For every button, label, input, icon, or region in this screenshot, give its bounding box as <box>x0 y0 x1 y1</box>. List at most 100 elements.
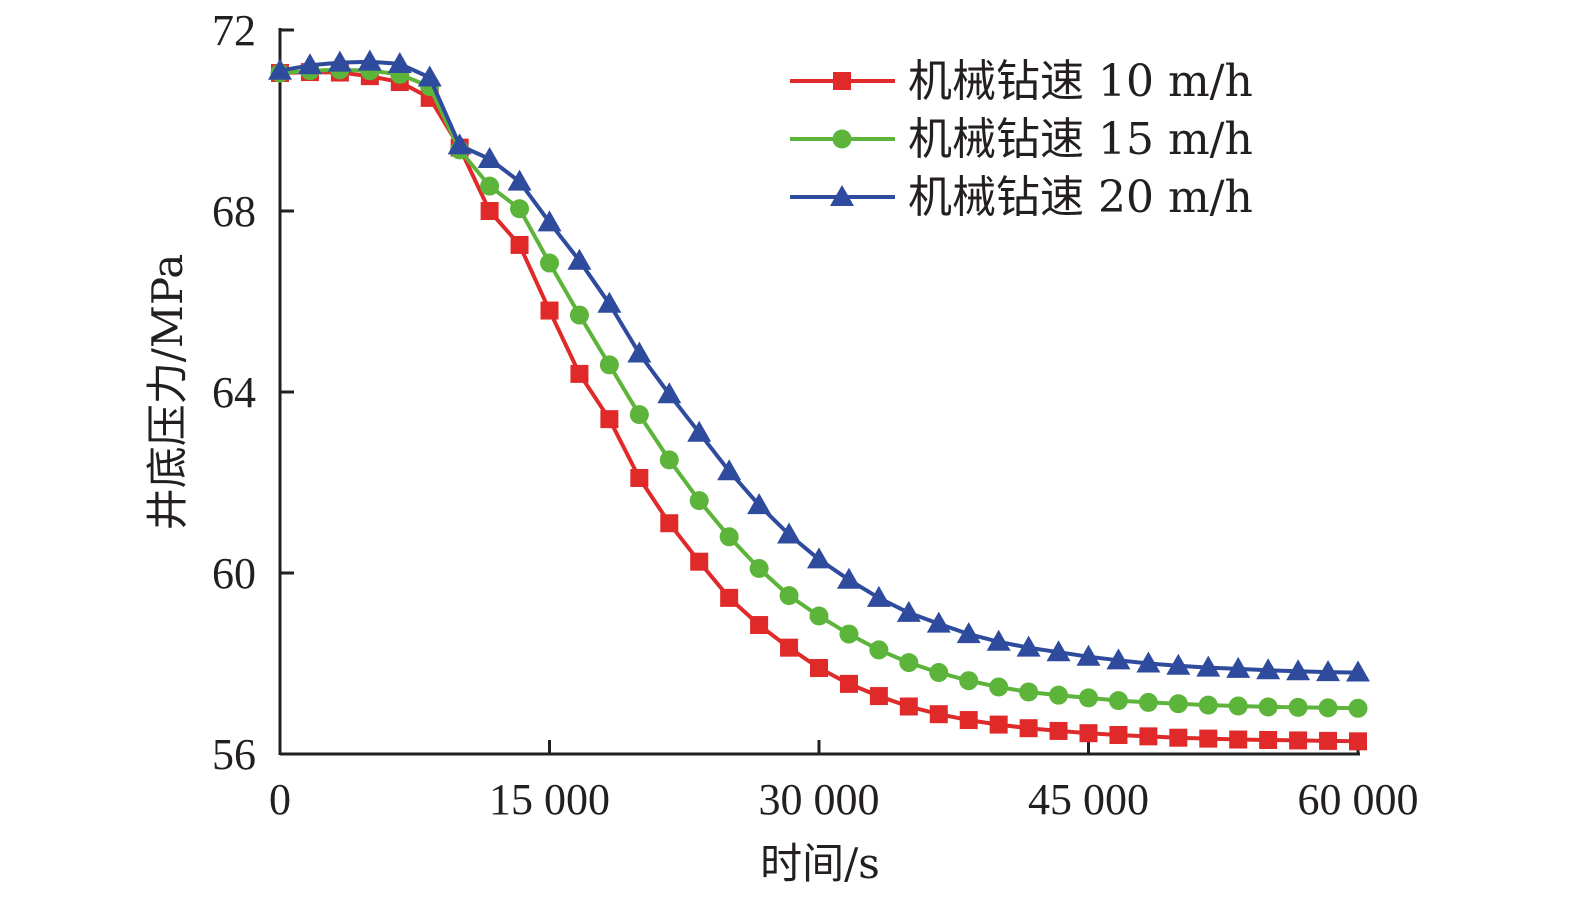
data-point-circle <box>1288 697 1308 717</box>
data-point-circle <box>1138 692 1158 712</box>
data-point-triangle <box>866 585 891 607</box>
legend-label: 机械钻速 10 m/h <box>908 56 1253 107</box>
data-point-circle <box>1019 682 1039 702</box>
data-point-square <box>1319 731 1338 750</box>
data-point-triangle <box>1016 635 1041 657</box>
data-point-square <box>1169 728 1188 747</box>
data-point-triangle <box>1286 659 1311 681</box>
x-tick-label: 45 000 <box>1028 775 1149 824</box>
data-point-square <box>480 202 499 220</box>
x-ticks: 0 15 000 30 000 45 000 60 000 <box>269 740 1419 824</box>
data-point-circle <box>1258 697 1278 717</box>
legend-label: 机械钻速 20 m/h <box>908 172 1253 223</box>
data-point-triangle <box>1046 640 1071 662</box>
x-tick-label: 15 000 <box>489 775 610 824</box>
data-point-triangle <box>387 51 412 73</box>
data-point-triangle <box>1136 651 1161 673</box>
data-point-circle <box>779 586 799 606</box>
data-point-triangle <box>327 50 352 72</box>
data-point-triangle <box>1106 648 1131 670</box>
data-point-square <box>899 697 918 716</box>
data-point-triangle <box>1166 653 1191 675</box>
data-point-triangle <box>1226 656 1251 678</box>
data-point-square <box>1109 725 1128 744</box>
data-point-circle <box>1318 698 1338 718</box>
data-point-square <box>869 687 888 706</box>
legend: 机械钻速 10 m/h 机械钻速 15 m/h 机械钻速 20 m/h <box>790 56 1253 223</box>
data-point-square <box>750 616 769 635</box>
data-point-square <box>690 552 709 571</box>
data-point-triangle <box>537 210 562 232</box>
legend-marker-triangle <box>830 185 854 206</box>
data-point-circle <box>719 527 739 547</box>
data-point-square <box>630 468 649 487</box>
data-point-circle <box>569 305 589 325</box>
data-point-triangle <box>986 629 1011 651</box>
data-point-square <box>929 705 948 724</box>
legend-item: 机械钻速 15 m/h <box>790 114 1253 165</box>
y-axis-title: 井底压力/MPa <box>143 254 192 531</box>
data-point-triangle <box>1346 660 1370 682</box>
data-point-triangle <box>717 459 742 481</box>
data-point-square <box>959 711 978 730</box>
y-tick-label: 60 <box>212 549 256 598</box>
data-point-triangle <box>747 493 772 515</box>
x-axis-title: 时间/s <box>760 839 880 888</box>
data-point-triangle <box>687 420 712 442</box>
legend-marker-square <box>833 72 851 90</box>
data-point-triangle <box>807 547 831 569</box>
data-point-square <box>1289 731 1308 750</box>
series-group <box>268 49 1370 751</box>
data-point-square <box>1049 721 1068 740</box>
y-tick-label: 68 <box>212 187 256 236</box>
data-point-circle <box>480 176 500 196</box>
y-tick-label: 72 <box>212 6 256 55</box>
data-point-square <box>570 364 589 383</box>
y-ticks: 56 60 64 68 72 <box>212 6 294 779</box>
data-point-triangle <box>297 53 322 75</box>
data-point-triangle <box>627 341 652 363</box>
data-point-circle <box>1198 695 1218 715</box>
data-point-triangle <box>597 291 622 313</box>
x-tick-label: 0 <box>269 775 291 824</box>
data-point-triangle <box>417 65 442 87</box>
data-point-circle <box>1228 696 1248 716</box>
data-point-triangle <box>507 169 532 191</box>
data-point-triangle <box>777 522 802 544</box>
legend-item: 机械钻速 10 m/h <box>790 56 1253 107</box>
data-point-square <box>720 588 739 607</box>
data-point-circle <box>929 663 949 683</box>
legend-label: 机械钻速 15 m/h <box>908 114 1253 165</box>
data-point-square <box>989 715 1008 734</box>
data-point-triangle <box>1076 644 1101 666</box>
data-point-circle <box>1348 698 1368 718</box>
data-point-square <box>1349 732 1367 751</box>
x-tick-label: 60 000 <box>1298 775 1419 824</box>
data-point-square <box>1139 727 1158 746</box>
x-tick-label: 30 000 <box>759 775 880 824</box>
data-point-triangle <box>836 567 861 589</box>
series-3 <box>268 49 1370 682</box>
y-tick-label: 56 <box>212 730 256 779</box>
data-point-square <box>600 410 619 429</box>
data-point-square <box>540 301 559 320</box>
data-point-triangle <box>956 622 981 644</box>
data-point-square <box>1199 729 1218 748</box>
data-point-circle <box>599 355 619 375</box>
data-point-circle <box>540 253 559 273</box>
data-point-triangle <box>357 49 382 71</box>
data-point-triangle <box>268 58 292 80</box>
data-point-circle <box>869 640 889 660</box>
data-point-square <box>1259 730 1278 749</box>
series-1 <box>271 63 1367 751</box>
data-point-triangle <box>657 382 682 404</box>
data-point-triangle <box>1316 660 1341 682</box>
data-point-square <box>1079 724 1098 743</box>
data-point-circle <box>659 450 679 470</box>
data-point-triangle <box>926 611 951 633</box>
data-point-triangle <box>567 248 592 270</box>
data-point-circle <box>899 653 919 673</box>
legend-marker-circle <box>832 129 852 149</box>
data-point-square <box>660 514 679 533</box>
